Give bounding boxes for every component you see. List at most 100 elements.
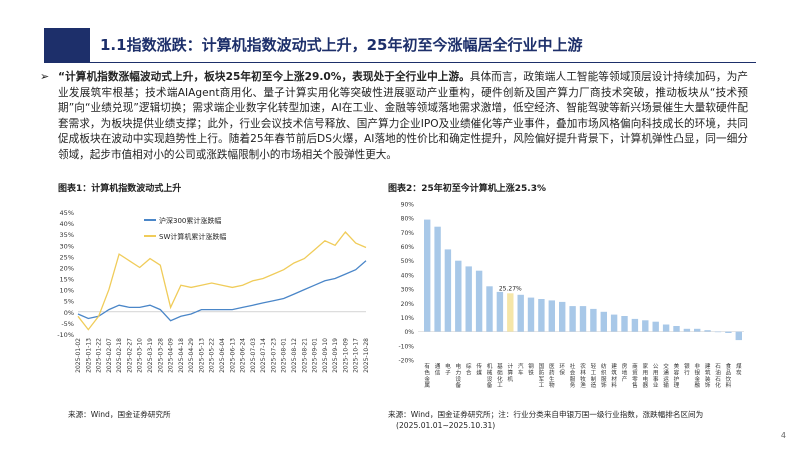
fig2-bar	[662, 324, 670, 332]
fig2-category-label: 汽车	[518, 362, 524, 376]
fig2-bar	[465, 266, 472, 332]
fig1-xtick-label: 2025-05-13	[198, 338, 205, 373]
fig1-xtick-label: 2025-02-07	[106, 338, 113, 373]
fig2-category-label: 非银金融	[694, 362, 700, 389]
fig2-category-label: 社会服务	[570, 362, 576, 389]
fig2-bar	[569, 306, 576, 332]
summary-paragraph: “计算机指数涨幅波动式上升，板块25年初至今上涨29.0%，表现处于全行业中上游…	[58, 70, 748, 164]
fig2-bar	[548, 300, 555, 332]
fig2-bar-highlight	[507, 293, 514, 332]
fig1-ytick-label: 25%	[60, 253, 74, 261]
fig2-bar	[735, 331, 742, 341]
fig1-xtick-label: 2025-04-09	[168, 338, 175, 373]
fig2-category-label: 传媒	[476, 362, 482, 376]
fig1-ytick-label: 30%	[60, 242, 74, 250]
fig2-bar	[559, 301, 566, 332]
fig1-line-chart: -10% -5% 0% 5% 10% 15% 20% 25% 30% 35% 40% 45% 2025-…	[57, 209, 370, 373]
fig2-bar	[704, 330, 711, 332]
fig1-xtick-label: 2025-08-01	[281, 338, 288, 373]
fig2-category-label: 基础化工	[497, 362, 503, 389]
fig2-category-label: 家用电器	[643, 362, 649, 389]
page-title: 1.1指数涨跌：计算机指数波动式上升，25年初至今涨幅居全行业中上游	[100, 36, 583, 54]
fig2-bar	[444, 249, 452, 332]
fig1-xtick-label: 2025-08-12	[291, 338, 298, 373]
fig1-xtick-label: 2025-04-29	[188, 338, 195, 373]
fig2-bar	[496, 291, 504, 332]
fig2-bar	[673, 326, 680, 332]
fig1-xtick-label: 2025-10-28	[363, 338, 370, 373]
fig1-ytick-label: 0%	[64, 309, 74, 317]
fig2-category-label: 通信	[435, 362, 441, 376]
fig1-xtick-label: 2025-04-18	[178, 338, 185, 373]
fig2-category-label: 石油石化	[715, 363, 721, 389]
fig2-category-label: 公用事业	[653, 364, 659, 389]
fig2-bar	[631, 318, 639, 332]
fig2-ytick-label: 0%	[404, 329, 414, 336]
fig1-xtick-label: 2025-03-10	[137, 338, 144, 373]
title-bar: 1.1指数涨跌：计算机指数波动式上升，25年初至今涨幅居全行业中上游	[0, 28, 800, 63]
fig2-category-label: 有色金属	[424, 362, 430, 389]
fig2-bar	[652, 321, 659, 332]
fig1-ytick-label: 45%	[60, 209, 74, 217]
fig1-series-hs300-line	[77, 260, 367, 322]
fig2-category-label: 综合	[466, 362, 472, 376]
fig2-bar	[538, 299, 545, 332]
fig2-bar	[600, 311, 607, 332]
fig2-bar	[486, 286, 493, 332]
fig2-bar	[725, 331, 732, 333]
fig2-bar-chart: -20% -10% 0% 10% 20% 30% 40% 50% 60% 70% 80% 90% 有色金…	[398, 202, 744, 389]
fig1-ytick-label: 35%	[60, 231, 74, 239]
fig1-xtick-label: 2025-03-28	[157, 338, 164, 373]
fig2-category-label: 食品饮料	[726, 362, 732, 389]
fig2-category-label: 房地产	[622, 362, 628, 383]
fig1-xtick-label: 2025-01-13	[85, 338, 92, 373]
fig2-ytick-label: -10%	[398, 343, 414, 350]
fig2-bar	[621, 316, 628, 332]
fig2-source-line2: (2025.01.01~2025.10.31)	[396, 421, 496, 430]
fig1-series-computer-line	[77, 230, 367, 331]
fig1-xtick-label: 2025-07-14	[260, 338, 267, 373]
fig2-category-label: 机械设备	[487, 362, 493, 389]
fig2-category-label: 轻工制造	[591, 362, 597, 389]
bullet-arrow-icon: ➢	[40, 70, 50, 83]
fig2-category-label: 农林牧渔	[580, 362, 586, 389]
fig1-ytick-label: 15%	[60, 276, 74, 284]
fig2-category-label: 纺织服饰	[601, 362, 607, 389]
fig2-bar	[424, 219, 431, 332]
fig1-ytick-label: 40%	[60, 220, 74, 228]
fig2-ytick-label: 90%	[401, 202, 415, 209]
fig2-bar	[434, 226, 441, 332]
fig2-ytick-label: -20%	[398, 358, 414, 365]
fig2-bar	[475, 270, 483, 332]
fig2-title: 图表2：25年初至今计算机上涨25.3%	[388, 184, 547, 194]
fig2-bar	[579, 306, 587, 332]
fig2-category-label: 商贸零售	[632, 362, 638, 389]
fig2-ytick-label: 50%	[401, 258, 415, 265]
fig2-category-label: 电力设备	[456, 362, 462, 389]
fig2-ytick-label: 80%	[401, 216, 415, 223]
fig1-xtick-label: 2025-07-03	[250, 338, 257, 373]
fig2-category-label: 煤炭	[736, 362, 742, 376]
fig2-bar	[694, 328, 701, 332]
fig2-category-label: 钢铁	[528, 362, 534, 376]
fig1-xtick-label: 2025-06-13	[229, 338, 236, 373]
fig2-ytick-label: 10%	[401, 315, 415, 322]
fig2-category-label: 计算机	[507, 362, 513, 383]
fig1-ytick-label: 20%	[60, 264, 74, 272]
fig2-ytick-label: 20%	[401, 301, 415, 308]
fig1-xtick-label: 2025-09-01	[312, 338, 319, 373]
fig1-xtick-label: 2025-09-19	[332, 338, 339, 373]
fig1-ytick-label: -5%	[61, 320, 74, 328]
fig2-bar	[517, 294, 524, 332]
fig2-source-line1: 来源：Wind，国金证券研究所；注：行业分类来自申银万国一级行业指数，涨跌幅排名…	[388, 410, 704, 419]
fig1-xtick-label: 2025-03-19	[147, 338, 154, 373]
page-number: 4	[780, 431, 786, 440]
fig1-ytick-label: 5%	[64, 298, 74, 306]
fig1-legend-label: 沪深300累计涨跌幅	[159, 216, 221, 225]
fig1-xtick-label: 2025-07-23	[270, 338, 277, 373]
fig2-bar	[683, 328, 691, 332]
title-accent-block	[44, 28, 90, 62]
paragraph-body: 具体而言，政策端人工智能等领域顶层设计持续加码，为产业发展筑牢根基；技术端AIA…	[58, 71, 748, 161]
fig1-xtick-label: 2025-01-22	[96, 338, 103, 373]
fig1-xtick-label: 2025-06-04	[219, 338, 226, 373]
